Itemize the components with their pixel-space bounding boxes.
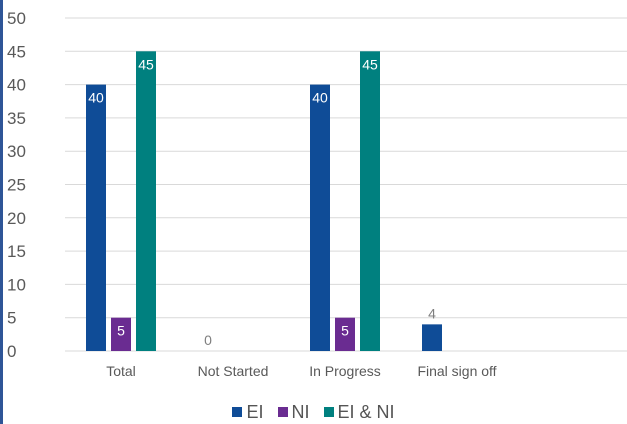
data-label: 40	[312, 90, 328, 106]
data-label: 45	[138, 56, 154, 72]
bar-ei-3	[422, 324, 442, 351]
y-tick-label: 0	[7, 342, 16, 361]
legend-swatch	[323, 407, 334, 417]
bar-ni-2	[335, 317, 355, 351]
y-tick-label: 10	[7, 275, 26, 294]
legend-item: EI	[232, 401, 264, 423]
y-tick-label: 30	[7, 142, 26, 161]
data-label: 40	[88, 90, 104, 106]
bar-ei-2	[310, 84, 330, 351]
chart-frame-border	[0, 0, 3, 424]
bar-ni-0	[111, 317, 131, 351]
legend-item: EI & NI	[323, 401, 395, 423]
x-tick-label: Not Started	[198, 363, 269, 379]
data-label: 5	[117, 323, 125, 339]
y-tick-label: 50	[7, 9, 26, 28]
y-tick-label: 20	[7, 209, 26, 228]
legend-label: EI & NI	[337, 401, 395, 422]
bar-eini-0	[136, 51, 156, 352]
y-tick-label: 45	[7, 42, 26, 61]
y-tick-label: 25	[7, 176, 26, 195]
legend-swatch	[277, 407, 288, 417]
data-label: 4	[428, 305, 436, 321]
y-tick-label: 5	[7, 309, 16, 328]
legend-label: EI	[246, 401, 264, 422]
legend-swatch	[232, 407, 243, 417]
x-tick-label: Final sign off	[417, 363, 496, 379]
x-tick-label: Total	[106, 363, 136, 379]
y-tick-label: 40	[7, 76, 26, 95]
legend-label: NI	[291, 401, 310, 422]
data-label: 0	[204, 332, 212, 348]
data-label: 5	[341, 323, 349, 339]
chart-legend: EI NI EI & NI	[0, 400, 627, 424]
x-tick-label: In Progress	[309, 363, 381, 379]
bar-eini-2	[360, 51, 380, 352]
data-label: 45	[362, 56, 378, 72]
y-tick-label: 35	[7, 109, 26, 128]
y-tick-label: 15	[7, 242, 26, 261]
bar-ei-0	[86, 84, 106, 351]
legend-item: NI	[277, 401, 310, 423]
